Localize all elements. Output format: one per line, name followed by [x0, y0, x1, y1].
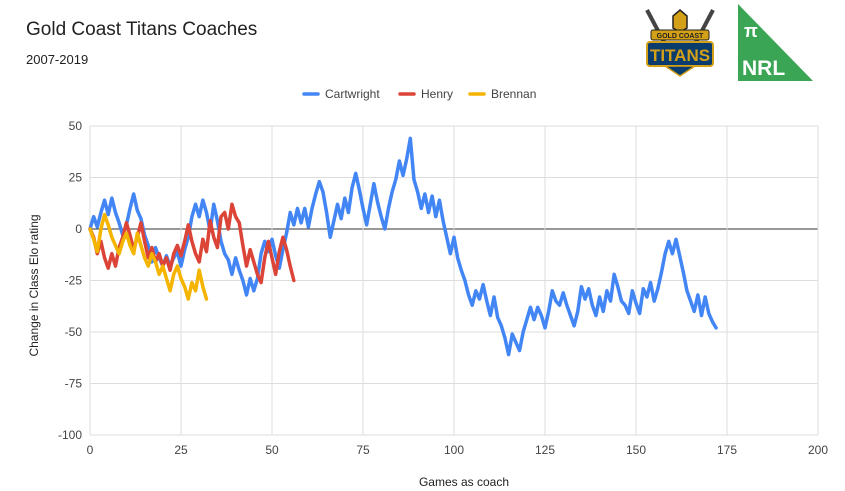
x-tick-label: 0 [87, 443, 94, 457]
x-tick-label: 125 [535, 443, 555, 457]
titans-logo-text: TITANS [650, 46, 710, 65]
chart-legend: Cartwright Henry Brennan [302, 87, 536, 101]
y-tick-label: -25 [65, 274, 83, 288]
x-axis-label: Games as coach [419, 475, 509, 489]
legend-label-henry: Henry [421, 87, 453, 101]
nrl-logo-text: NRL [742, 57, 785, 80]
y-tick-label: -50 [65, 325, 83, 339]
x-tick-label: 150 [626, 443, 646, 457]
legend-label-brennan: Brennan [491, 87, 536, 101]
series-line-cartwright [88, 136, 718, 357]
series-line-brennan [88, 212, 209, 301]
chart-series [88, 136, 718, 357]
titans-logo: GOLD COAST TITANS [645, 9, 715, 77]
chart-subtitle: 2007-2019 [26, 52, 89, 67]
chart-grid [89, 125, 819, 436]
nrl-logo-triangle [738, 4, 813, 81]
nrl-logo-pi: π [744, 21, 758, 41]
legend-label-cartwright: Cartwright [325, 87, 380, 101]
titans-logo-top-text: GOLD COAST [657, 33, 704, 40]
y-tick-label: 50 [69, 119, 83, 133]
x-tick-label: 100 [444, 443, 464, 457]
x-tick-label: 175 [717, 443, 737, 457]
y-tick-label: -75 [65, 377, 83, 391]
y-tick-label: 0 [75, 222, 82, 236]
x-tick-label: 75 [356, 443, 370, 457]
chart-title: Gold Coast Titans Coaches [26, 19, 258, 40]
y-tick-label: 25 [69, 171, 83, 185]
y-tick-label: -100 [58, 428, 82, 442]
series-line-henry [88, 202, 296, 285]
x-tick-label: 50 [265, 443, 279, 457]
y-axis-label: Change in Class Elo rating [27, 214, 41, 356]
nrl-logo: π NRL [738, 4, 813, 81]
x-tick-label: 200 [808, 443, 828, 457]
chart-axes: 50 25 0 -25 -50 -75 -100 0 25 50 75 100 125 150 175 200 [58, 119, 828, 457]
x-tick-label: 25 [174, 443, 188, 457]
